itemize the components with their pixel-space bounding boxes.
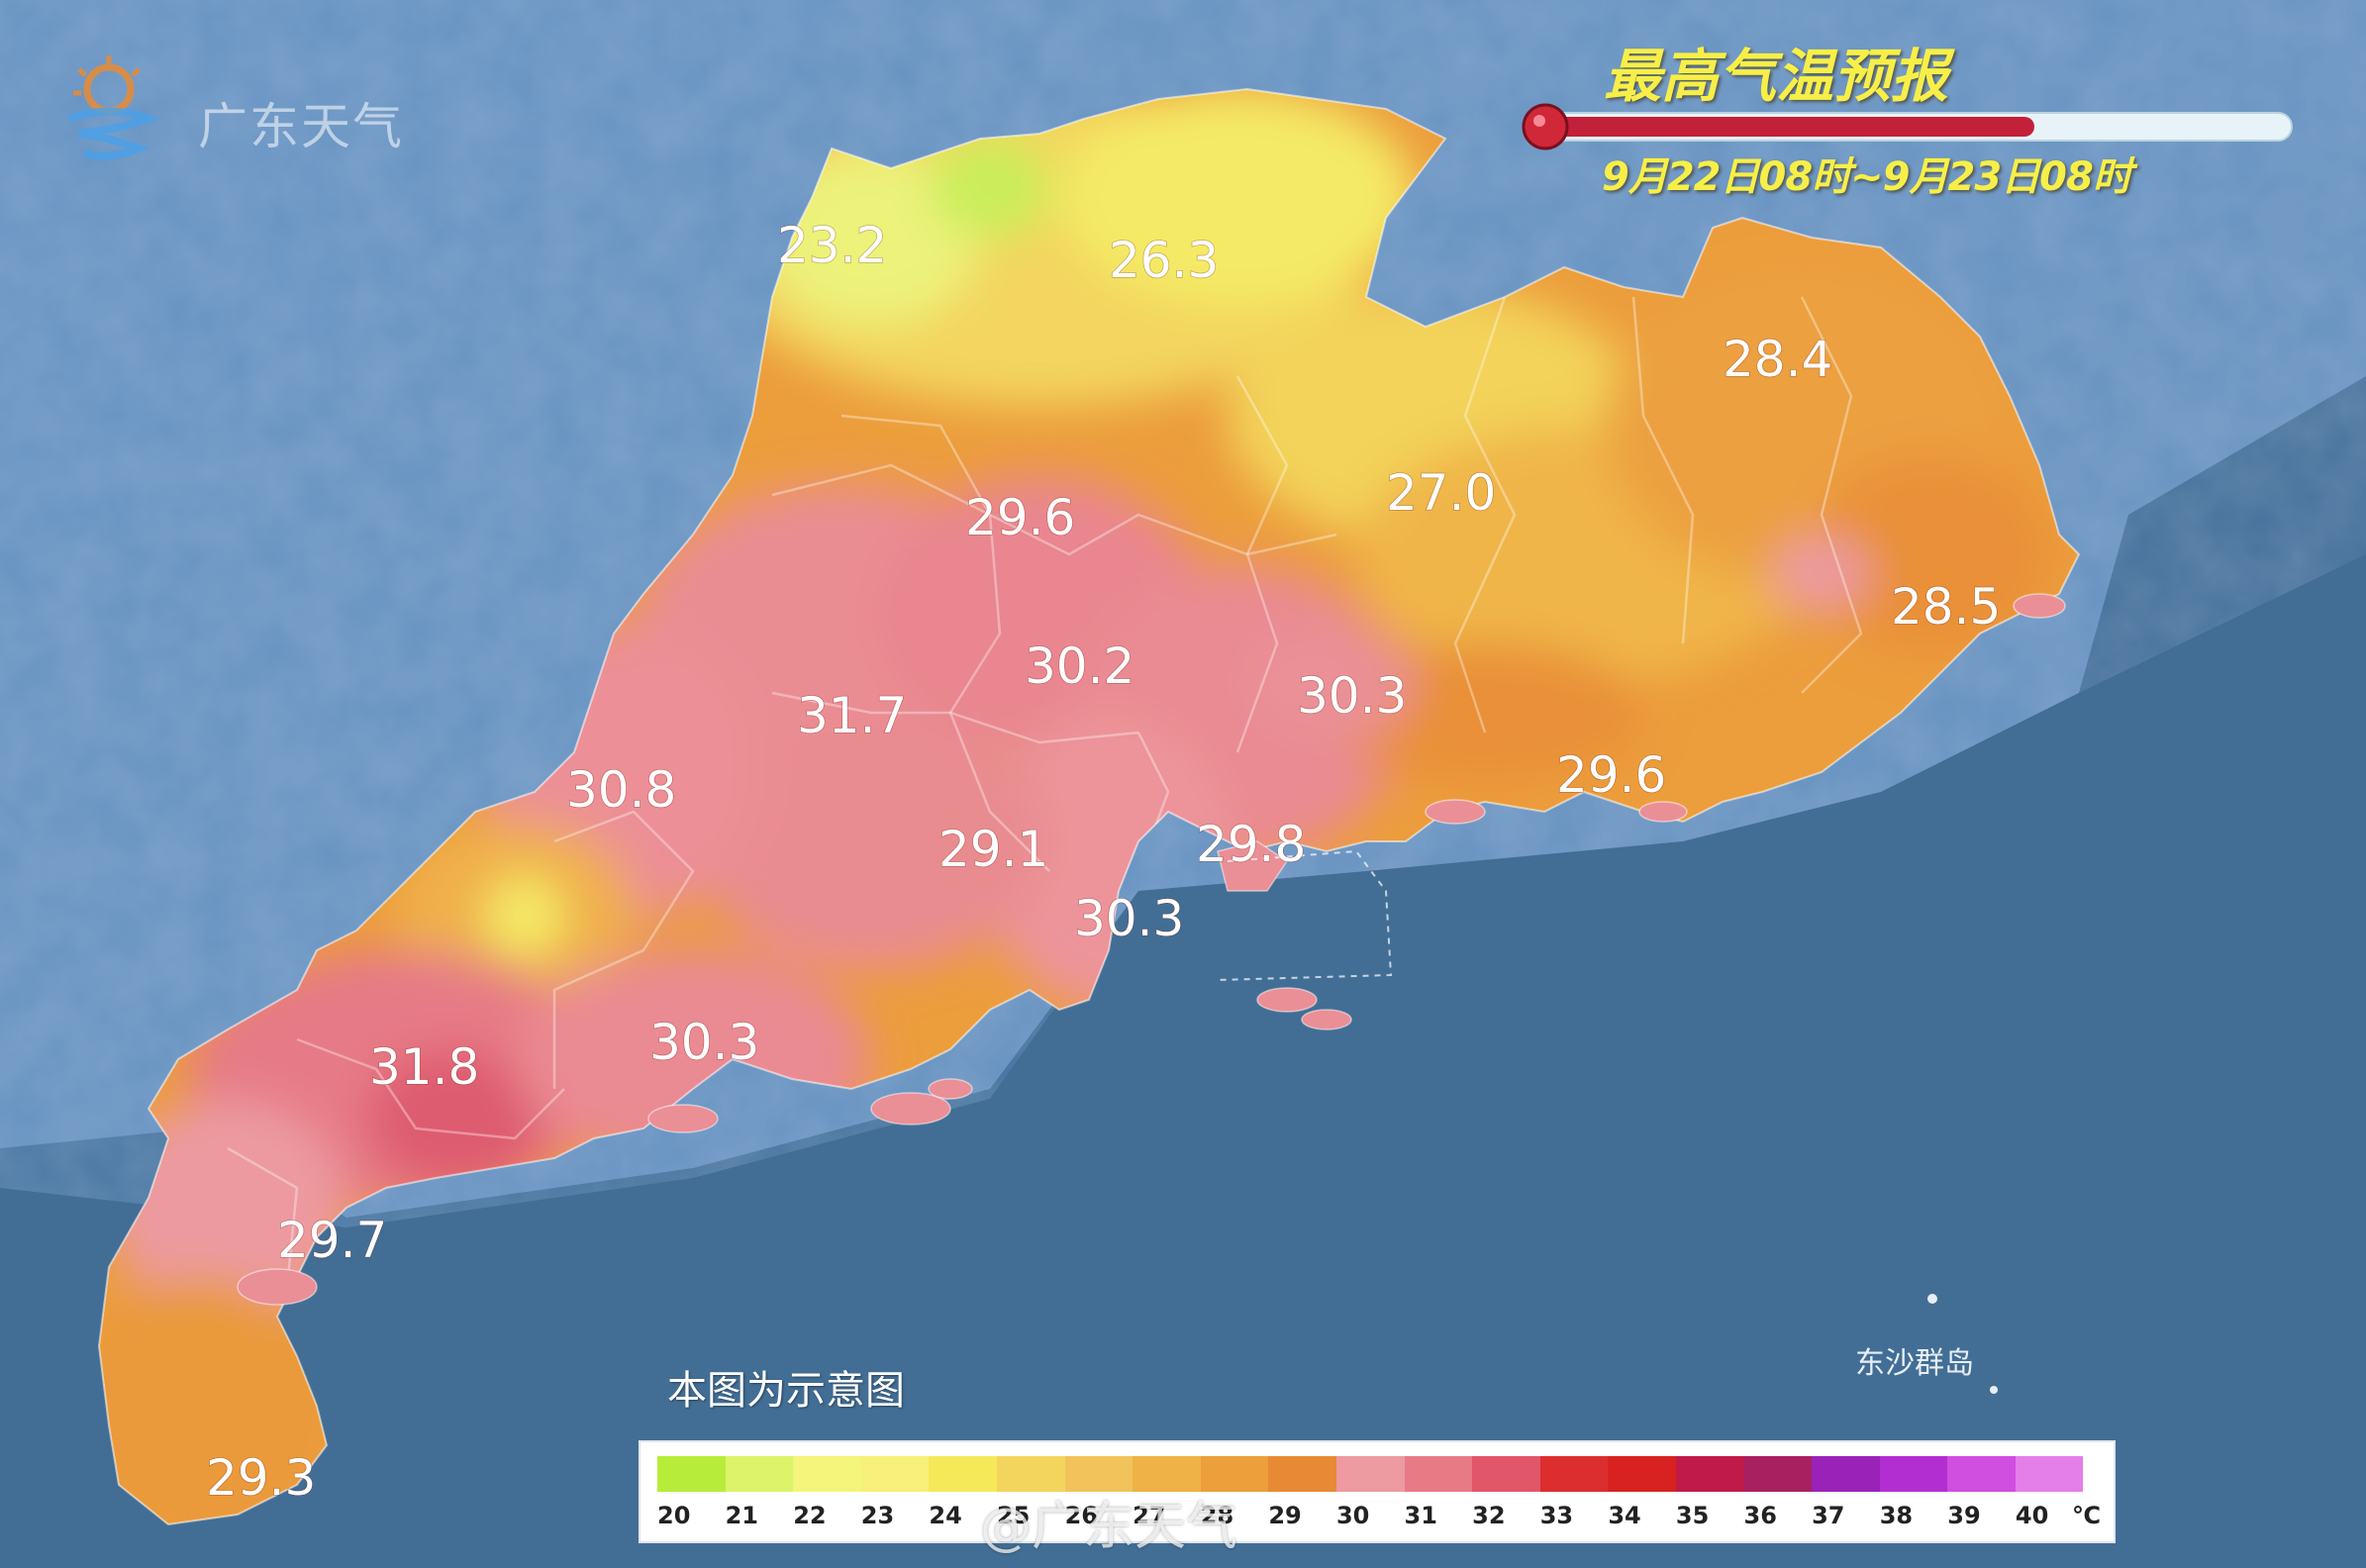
temperature-label: 23.2	[777, 217, 887, 274]
temperature-label: 27.0	[1386, 464, 1496, 522]
temperature-label: 29.1	[938, 821, 1048, 878]
legend-swatch	[725, 1456, 794, 1492]
temperature-label: 30.3	[1074, 890, 1184, 947]
legend-tick: 26	[1064, 1502, 1098, 1529]
legend-tick: 37	[1812, 1502, 1845, 1529]
legend-swatch	[1539, 1456, 1609, 1492]
temperature-label: 29.6	[1556, 746, 1666, 804]
legend-tick: 23	[860, 1502, 895, 1529]
temperature-label: 31.8	[369, 1038, 479, 1096]
legend-ticks: 20 21 22 23 24 25 26 27 28 29 30 31 32 33 34 35 36 37 38 39…	[657, 1502, 2083, 1531]
legend-tick: 25	[996, 1502, 1031, 1529]
legend-swatch	[996, 1456, 1065, 1492]
legend-tick: 27	[1133, 1502, 1166, 1529]
legend-tick: 32	[1472, 1502, 1506, 1529]
legend-swatch	[1133, 1456, 1201, 1492]
temperature-label: 29.8	[1196, 816, 1306, 873]
legend-tick: 30	[1335, 1502, 1370, 1529]
temperature-labels: 23.2 26.3 28.4 29.6 27.0 28.5 30.2 31.7 30.3 30.8…	[205, 216, 2002, 1508]
legend-tick: 21	[725, 1502, 758, 1529]
temperature-label: 31.7	[797, 687, 907, 744]
temperature-label: 29.7	[277, 1212, 387, 1269]
legend-swatch	[1675, 1456, 1744, 1492]
legend-swatch	[657, 1456, 726, 1492]
legend-swatch	[1879, 1456, 1948, 1492]
forecast-title: 最高气温预报	[1604, 43, 1949, 110]
thermometer-icon	[1522, 103, 2293, 150]
temperature-label: 29.6	[965, 489, 1075, 546]
temperature-label: 30.3	[1297, 667, 1407, 725]
legend-tick: 22	[793, 1502, 827, 1529]
legend-tick: 29	[1268, 1502, 1302, 1529]
guangdong-weather-logo: 广东天气	[59, 49, 416, 168]
legend-swatches	[657, 1456, 2084, 1492]
legend-tick: 28	[1200, 1502, 1234, 1529]
color-legend: 20 21 22 23 24 25 26 27 28 29 30 31 32 33 34 35 36 37 38 39…	[639, 1440, 2116, 1543]
temperature-label: 28.5	[1891, 578, 2001, 636]
legend-swatch	[1812, 1456, 1880, 1492]
legend-unit: ℃	[2072, 1502, 2102, 1529]
legend-swatch	[1404, 1456, 1473, 1492]
temperature-label: 29.3	[206, 1449, 316, 1507]
legend-tick: 34	[1608, 1502, 1641, 1529]
temperature-label: 28.4	[1723, 331, 1832, 388]
logo-text: 广东天气	[198, 98, 404, 155]
legend-swatch	[2015, 1456, 2084, 1492]
legend-swatch	[1268, 1456, 1336, 1492]
temperature-label: 30.3	[649, 1014, 759, 1071]
legend-swatch	[860, 1456, 930, 1492]
legend-tick: 40	[2015, 1502, 2049, 1529]
weibo-watermark: @广东天气	[980, 1498, 1238, 1557]
legend-tick: 36	[1743, 1502, 1777, 1529]
legend-swatch	[1064, 1456, 1134, 1492]
legend-tick: 39	[1947, 1502, 1981, 1529]
legend-tick: 38	[1879, 1502, 1914, 1529]
legend-swatch	[929, 1456, 997, 1492]
legend-swatch	[1200, 1456, 1269, 1492]
temperature-label: 30.2	[1025, 637, 1134, 695]
legend-tick: 33	[1539, 1502, 1574, 1529]
legend-swatch	[1335, 1456, 1405, 1492]
legend-swatch	[1608, 1456, 1676, 1492]
legend-tick: 31	[1404, 1502, 1437, 1529]
legend-tick: 24	[929, 1502, 962, 1529]
legend-swatch	[1472, 1456, 1540, 1492]
temperature-label: 26.3	[1109, 232, 1219, 289]
schematic-note: 本图为示意图	[667, 1368, 905, 1414]
legend-swatch	[1743, 1456, 1813, 1492]
legend-tick: 20	[657, 1502, 691, 1529]
date-range: 9月22日08时~9月23日08时	[1602, 154, 2132, 200]
temperature-label: 30.8	[566, 761, 676, 819]
dongsha-islands-label: 东沙群岛	[1855, 1346, 1974, 1381]
sun-logo-icon	[67, 55, 160, 160]
legend-tick: 35	[1675, 1502, 1710, 1529]
legend-swatch	[793, 1456, 861, 1492]
legend-swatch	[1947, 1456, 2016, 1492]
